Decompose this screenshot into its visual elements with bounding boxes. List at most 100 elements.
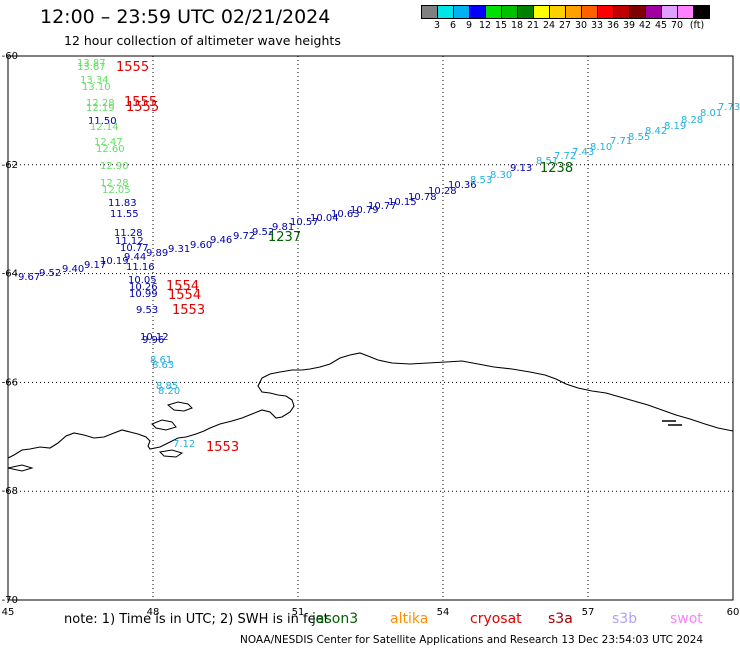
satellite-legend-s3a: s3a	[548, 611, 573, 627]
latitude-tick-labels: -60 -62 -64 -66 -68 -70	[2, 51, 18, 606]
gridlines	[8, 56, 733, 600]
latitude-tick-label: -70	[2, 595, 18, 606]
island-coast-3	[158, 449, 184, 458]
wave-height-label: 10.36	[448, 180, 477, 191]
wave-height-label: 11.83	[108, 198, 137, 209]
satellite-legend-swot: swot	[670, 611, 703, 627]
wave-height-label: 10.79	[350, 205, 379, 216]
island-coast-2	[151, 419, 177, 431]
wave-height-label: 11.28	[114, 228, 143, 239]
wave-height-label: 10.77	[368, 201, 397, 212]
wave-height-label: 10.26	[129, 282, 158, 293]
color-legend: 3 6 9 12 15 18 21 24 27 30 33 36 39 42 45 70 (ft)	[421, 5, 740, 32]
wave-height-label: 10.04	[310, 213, 339, 224]
longitude-tick-label: 48	[147, 607, 160, 618]
legend-label: 12	[478, 20, 492, 31]
legend-label: 45	[654, 20, 668, 31]
wave-height-label: 12.14	[90, 122, 119, 133]
legend-label: 70	[670, 20, 684, 31]
wave-height-label: 9.67	[18, 272, 40, 283]
legend-label: 24	[542, 20, 556, 31]
wave-height-label: 12.28	[100, 178, 129, 189]
wave-height-label: 8.51	[536, 156, 558, 167]
pass-time-label: 1553	[206, 440, 239, 455]
wave-height-label: 10.63	[331, 209, 360, 220]
wave-height-label: 7.72	[554, 151, 576, 162]
wave-height-label: 11.55	[110, 209, 139, 220]
wave-height-label: 8.28	[681, 115, 703, 126]
wave-height-label: 13.67	[77, 62, 106, 73]
wave-height-label: 10.19	[100, 256, 129, 267]
map-title: 12:00 – 23:59 UTC 02/21/2024	[40, 6, 331, 28]
wave-height-label: 13.34	[80, 75, 109, 86]
pass-time-label: 1554	[168, 288, 201, 303]
legend-swatch	[469, 5, 486, 19]
pass-time-label: 1555	[124, 95, 157, 110]
legend-swatch	[421, 5, 438, 19]
wave-height-label: 8.19	[664, 121, 686, 132]
wave-height-label: 13.87	[77, 58, 106, 69]
map-subtitle: 12 hour collection of altimeter wave hei…	[64, 33, 341, 48]
wave-height-label: 10.12	[140, 332, 169, 343]
legend-swatch	[485, 5, 502, 19]
legend-label: 3	[433, 20, 441, 31]
wave-height-label: 7.71	[610, 136, 632, 147]
wave-height-label: 12.05	[102, 185, 131, 196]
wave-height-label: 10.78	[408, 192, 437, 203]
wave-height-label: 9.13	[510, 163, 532, 174]
wave-height-label: 9.81	[272, 222, 294, 233]
wave-height-label: 9.72	[233, 231, 255, 242]
wave-height-label: 9.52	[39, 268, 61, 279]
wave-height-label: 12.90	[100, 161, 129, 172]
legend-swatch	[677, 5, 694, 19]
wave-height-label: 7.73	[718, 102, 740, 113]
satellite-legend-cryosat: cryosat	[470, 611, 522, 627]
wave-height-label: 8.63	[152, 360, 174, 371]
ice-shelf-marks	[662, 420, 682, 426]
latitude-tick-label: -64	[2, 269, 18, 280]
wave-height-label: 7.43	[572, 147, 594, 158]
wave-height-label: 9.60	[190, 240, 212, 251]
legend-label: 9	[465, 20, 473, 31]
longitude-tick-label: 51	[292, 607, 305, 618]
latitude-tick-label: -60	[2, 51, 18, 62]
legend-swatch	[581, 5, 598, 19]
longitude-tick-label: 54	[437, 607, 450, 618]
wave-height-label: 9.40	[62, 264, 84, 275]
wave-height-label: 8.85	[156, 381, 178, 392]
pass-time-label: 1553	[172, 303, 205, 318]
wave-height-label: 10.15	[388, 197, 417, 208]
legend-swatches	[421, 5, 740, 19]
wave-height-label: 11.12	[115, 236, 144, 247]
legend-label: 6	[449, 20, 457, 31]
wave-height-label: 10.05	[128, 275, 157, 286]
wave-height-label: 12.28	[86, 98, 115, 109]
legend-labels: 3 6 9 12 15 18 21 24 27 30 33 36 39 42 45 70 (ft)	[421, 19, 740, 32]
legend-label: 21	[526, 20, 540, 31]
legend-label: (ft)	[689, 20, 705, 31]
legend-swatch	[501, 5, 518, 19]
latitude-tick-label: -62	[2, 160, 18, 171]
legend-swatch	[597, 5, 614, 19]
wave-height-label: 11.50	[88, 116, 117, 127]
legend-swatch	[645, 5, 662, 19]
legend-swatch	[549, 5, 566, 19]
legend-label: 36	[606, 20, 620, 31]
legend-label: 27	[558, 20, 572, 31]
satellite-legend-altika: altika	[390, 611, 429, 627]
wave-height-label: 10.57	[290, 217, 319, 228]
island-coast-1	[166, 401, 193, 412]
longitude-tick-label: 57	[582, 607, 595, 618]
wave-height-label: 9.17	[84, 260, 106, 271]
wave-height-label: 10.99	[129, 289, 158, 300]
wave-height-labels: 13.8713.6713.3413.1012.2812.1911.5012.14…	[18, 58, 740, 450]
legend-label: 33	[590, 20, 604, 31]
legend-swatch	[661, 5, 678, 19]
legend-label: 39	[622, 20, 636, 31]
longitude-tick-label: 60	[727, 607, 740, 618]
wave-height-label: 10.77	[120, 243, 149, 254]
wave-height-label: 8.01	[700, 108, 722, 119]
legend-swatch	[517, 5, 534, 19]
satellite-legend-s3b: s3b	[612, 611, 638, 627]
